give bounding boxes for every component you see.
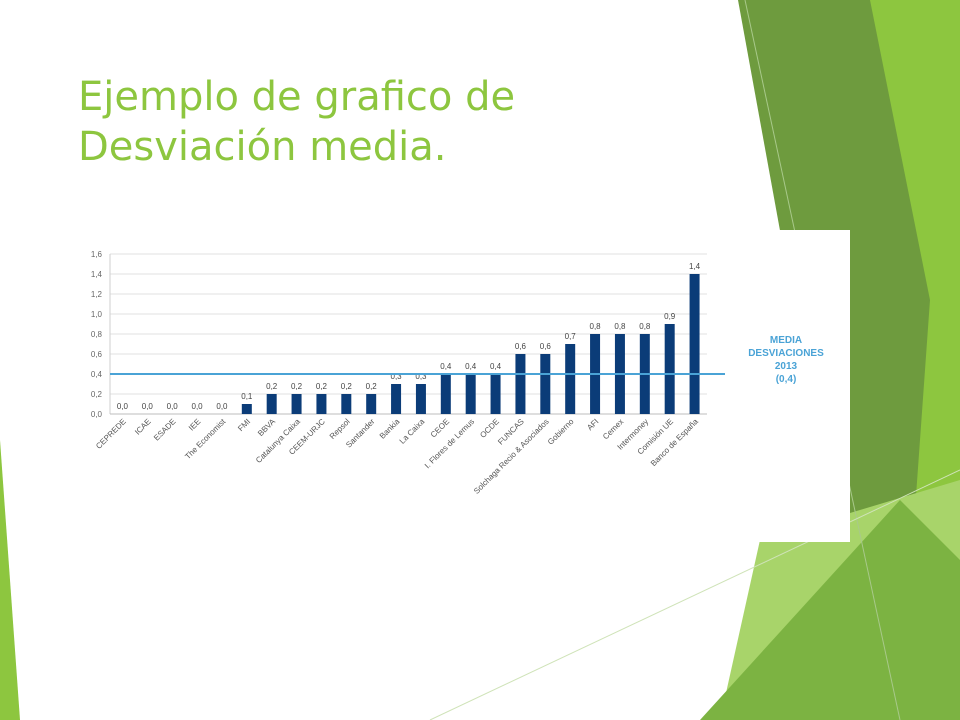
bar-value-label: 0,8 — [639, 322, 651, 331]
y-tick-label: 1,4 — [91, 270, 103, 279]
x-tick-label: Gobierno — [546, 417, 576, 447]
bar-value-label: 0,4 — [440, 362, 452, 371]
bar — [465, 374, 476, 414]
mean-label-line-4: (0,4) — [775, 374, 797, 385]
bar-value-label: 0,2 — [366, 382, 378, 391]
bar-value-label: 1,4 — [689, 262, 701, 271]
bar-value-label: 0,8 — [590, 322, 602, 331]
y-tick-label: 1,6 — [91, 250, 103, 259]
mean-line-label: MEDIA DESVIACIONES 2013 (0,4) — [732, 334, 840, 386]
bar — [266, 394, 277, 414]
bar-value-label: 0,2 — [316, 382, 328, 391]
decor-line-2 — [429, 469, 960, 720]
x-tick-label: BBVA — [256, 417, 278, 439]
value-labels: 0,0 0,0 0,0 0,0 0,0 0,1 0,2 0,2 0,2 0,2 0,2 0,3 0,3 0… — [117, 262, 701, 411]
bar — [540, 354, 551, 414]
bar-value-label: 0,6 — [515, 342, 527, 351]
bar — [241, 404, 252, 414]
bar-value-label: 0,7 — [565, 332, 577, 341]
slide-title-line-2: Desviación media. — [78, 124, 447, 170]
mean-label-line-2: DESVIACIONES — [748, 348, 824, 359]
chart-panel: 0,0 0,2 0,4 0,6 0,8 1,0 1,2 1,4 1,6 0,0 0,0 0,0 0,0… — [75, 230, 850, 542]
y-tick-label: 1,0 — [91, 310, 103, 319]
mean-label-line-3: 2013 — [774, 361, 798, 372]
bar — [490, 374, 501, 414]
x-tick-label: OCDE — [478, 417, 501, 440]
bar-value-label: 0,2 — [266, 382, 278, 391]
bar — [316, 394, 327, 414]
bar-value-label: 0,0 — [142, 402, 154, 411]
y-axis-ticks: 0,0 0,2 0,4 0,6 0,8 1,0 1,2 1,4 1,6 — [91, 250, 103, 419]
bar-value-label: 0,0 — [167, 402, 179, 411]
x-tick-label: Banco de España — [649, 417, 700, 468]
left-green-stripe — [0, 440, 20, 720]
bar-chart: 0,00,20,40,60,81,01,21,41,6 0,0 0,0 0,0 0,0… — [91, 250, 725, 496]
x-tick-label: IEE — [187, 417, 202, 432]
bar — [440, 374, 451, 414]
bar-value-label: 0,8 — [614, 322, 626, 331]
bar-value-label: 0,4 — [465, 362, 477, 371]
bar-value-label: 0,6 — [540, 342, 552, 351]
y-tick-label: 0,2 — [91, 390, 103, 399]
bar-value-label: 0,4 — [490, 362, 502, 371]
y-tick-label: 0,4 — [91, 370, 103, 379]
x-tick-label: ESADE — [152, 417, 178, 443]
bar-value-label: 0,2 — [341, 382, 353, 391]
y-tick-label: 0,8 — [91, 330, 103, 339]
mean-label-line-1: MEDIA — [769, 335, 803, 346]
slide-title-line-1: Ejemplo de grafico de — [78, 74, 516, 120]
bars — [241, 274, 700, 414]
bar-value-label: 0,0 — [192, 402, 204, 411]
bar — [341, 394, 352, 414]
bar — [664, 324, 675, 414]
bar — [565, 344, 576, 414]
bar-value-label: 0,2 — [291, 382, 303, 391]
y-tick-label: 1,2 — [91, 290, 103, 299]
x-tick-label: Repsol — [328, 417, 352, 441]
bottom-green-shape — [700, 500, 960, 720]
x-tick-label: FMI — [236, 417, 252, 433]
bar-value-label: 0,1 — [241, 392, 253, 401]
bar-value-label: 0,3 — [415, 372, 427, 381]
x-tick-label: Bankia — [378, 417, 402, 441]
bar-value-label: 0,3 — [391, 372, 403, 381]
x-tick-label: La Caixa — [398, 417, 427, 446]
x-tick-label: Catalunya Caixa — [254, 417, 302, 465]
bar-value-label: 0,9 — [664, 312, 676, 321]
bar — [689, 274, 700, 414]
y-tick-label: 0,0 — [91, 410, 103, 419]
y-tick-label: 0,6 — [91, 350, 103, 359]
bar — [366, 394, 377, 414]
x-tick-label: CEOE — [429, 417, 451, 439]
bar — [291, 394, 302, 414]
slide-title: Ejemplo de grafico de Desviación media. — [78, 72, 738, 172]
x-tick-label: Cemex — [601, 417, 625, 441]
bar — [415, 384, 426, 414]
x-tick-label: ICAE — [133, 417, 153, 437]
bar-value-label: 0,0 — [216, 402, 228, 411]
bar — [391, 384, 402, 414]
bar — [515, 354, 526, 414]
bar-value-label: 0,0 — [117, 402, 129, 411]
x-tick-label: CEPREDE — [94, 417, 128, 451]
x-tick-label: AFI — [585, 417, 600, 432]
